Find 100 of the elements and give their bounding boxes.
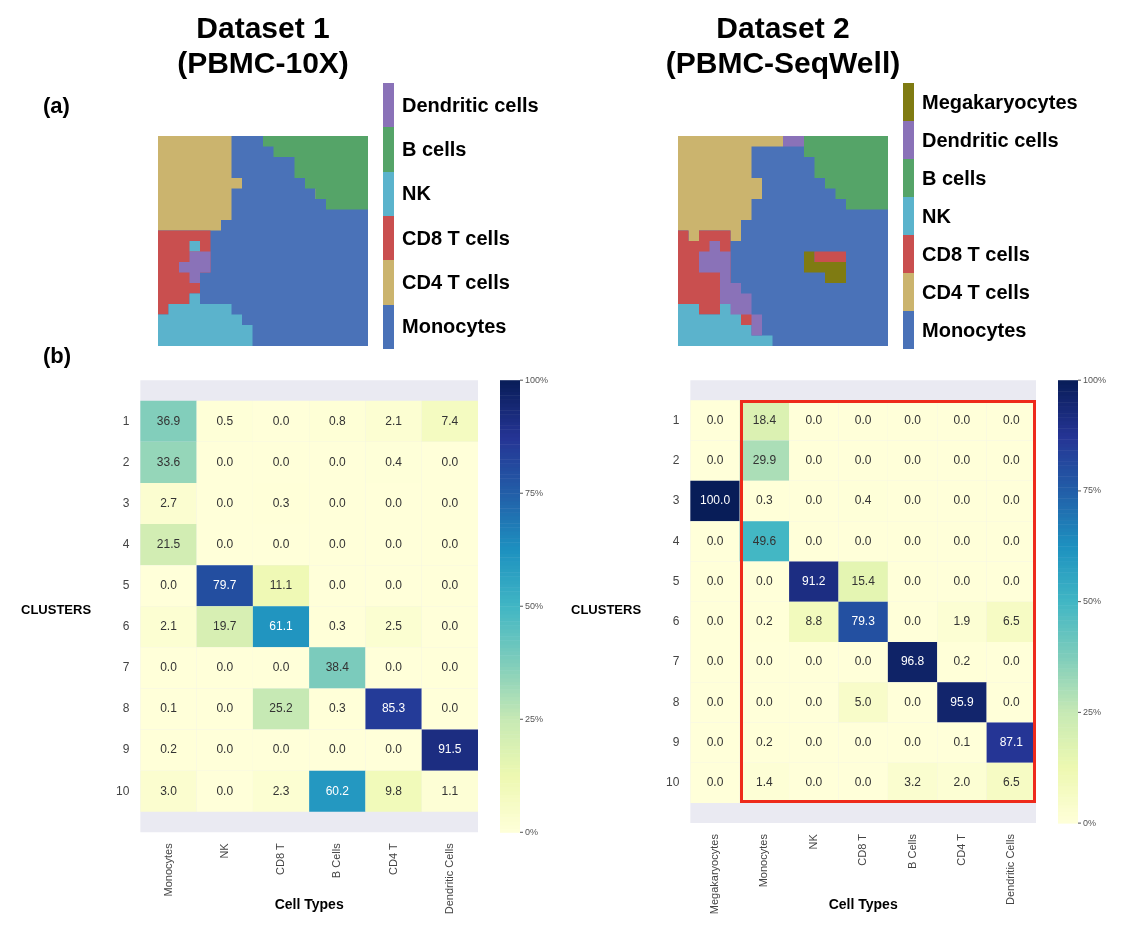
y-tick-label: 6: [122, 619, 130, 634]
data-label: 0.0: [953, 533, 971, 548]
y-tick-label: 1: [672, 412, 680, 427]
data-label: 0.0: [1002, 654, 1020, 669]
data-label: 2.3: [272, 783, 290, 798]
x-tick-label: NK: [217, 842, 230, 859]
data-label: 0.0: [216, 783, 234, 798]
data-label: 25.2: [269, 701, 294, 716]
y-tick-label: 10: [115, 783, 130, 798]
data-label: 0.0: [216, 660, 234, 675]
category-label: B cells: [922, 166, 987, 190]
data-label: 0.0: [854, 453, 872, 468]
data-label: 79.7: [213, 578, 237, 593]
y-tick-label: 4: [672, 533, 680, 548]
data-label: 0.0: [328, 454, 346, 469]
category-label: Dendritic cells: [922, 128, 1059, 152]
data-label: 0.0: [953, 493, 971, 508]
data-label: 2.0: [953, 775, 971, 790]
data-label: 0.0: [441, 578, 459, 593]
x-tick-label: CD4 T: [954, 833, 967, 866]
y-tick-label: 2: [672, 453, 680, 468]
data-label: 1.4: [756, 775, 774, 790]
color-bar-label: 100%: [1083, 374, 1107, 385]
y-tick-label: 8: [122, 701, 130, 716]
data-label: 0.0: [216, 742, 234, 757]
data-label: 1.9: [953, 614, 971, 629]
text: Dataset 2 (PBMC-SeqWell): [664, 10, 902, 80]
x-tick-label: B Cells: [330, 842, 343, 879]
category-label: B cells: [402, 137, 467, 161]
data-label: 0.0: [805, 775, 823, 790]
data-label: 0.0: [854, 654, 872, 669]
data-label: 0.0: [854, 734, 872, 749]
data-label: 0.0: [904, 493, 922, 508]
data-label: 91.5: [438, 742, 462, 757]
data-label: 0.0: [953, 412, 971, 427]
data-label: 0.1: [953, 734, 971, 749]
data-label: 0.0: [854, 775, 872, 790]
data-label: 19.7: [213, 619, 237, 634]
data-label: 0.4: [854, 493, 872, 508]
category-label: Monocytes: [402, 315, 507, 339]
data-label: 0.8: [328, 413, 346, 428]
data-label: 0.0: [216, 454, 234, 469]
color-bar-label: 25%: [1083, 706, 1102, 717]
data-label: 0.0: [385, 660, 403, 675]
data-label: 0.0: [216, 536, 234, 551]
data-label: 100.0: [700, 493, 731, 508]
category-label: CD8 T cells: [922, 242, 1030, 266]
data-label: 0.0: [706, 654, 724, 669]
x-tick-label: B Cells: [905, 833, 918, 869]
data-label: 0.0: [904, 573, 922, 588]
data-label: 0.0: [1002, 694, 1020, 709]
data-label: 60.2: [325, 783, 350, 798]
color-bar-label: 0%: [525, 826, 539, 837]
color-bar-label: 0%: [1083, 817, 1097, 828]
data-label: 0.2: [756, 734, 774, 749]
data-label: 0.0: [385, 578, 403, 593]
data-label: 7.4: [441, 413, 459, 428]
x-axis-title: Cell Types: [828, 896, 898, 913]
data-label: 0.3: [756, 493, 774, 508]
data-label: 0.0: [904, 694, 922, 709]
data-label: 0.0: [805, 493, 823, 508]
data-label: 0.0: [854, 412, 872, 427]
data-label: 2.7: [160, 495, 178, 510]
data-label: 0.3: [328, 701, 346, 716]
data-label: 0.0: [272, 536, 290, 551]
y-tick-label: 5: [122, 578, 130, 593]
data-label: 0.0: [904, 533, 922, 548]
data-label: 0.0: [953, 573, 971, 588]
category-label: NK: [922, 204, 951, 228]
x-tick-label: Monocytes: [757, 833, 770, 888]
data-label: 0.0: [272, 413, 290, 428]
data-label: 0.0: [160, 660, 178, 675]
data-label: 0.0: [441, 701, 459, 716]
data-label: 0.0: [805, 734, 823, 749]
color-bar-label: 100%: [525, 374, 549, 385]
data-label: 49.6: [752, 533, 777, 548]
data-label: 0.0: [328, 742, 346, 757]
data-label: 0.0: [805, 654, 823, 669]
color-bar-label: 50%: [525, 600, 544, 611]
data-label: 3.0: [160, 783, 178, 798]
x-tick-label: Dendritic Cells: [442, 842, 455, 915]
data-label: 0.0: [904, 614, 922, 629]
data-label: 0.0: [854, 533, 872, 548]
y-tick-label: 7: [122, 660, 130, 675]
data-label: 0.0: [441, 619, 459, 634]
data-label: 0.0: [706, 614, 724, 629]
data-label: 0.0: [706, 412, 724, 427]
data-label: 0.0: [272, 660, 290, 675]
data-label: 0.0: [756, 573, 774, 588]
color-bar-label: 75%: [525, 487, 544, 498]
category-label: Dendritic cells: [402, 93, 539, 117]
text: (b): [43, 343, 72, 369]
x-tick-label: Megakaryocytes: [708, 833, 721, 915]
data-label: 0.0: [706, 734, 724, 749]
data-label: 0.0: [385, 536, 403, 551]
data-label: 0.4: [385, 454, 403, 469]
data-label: 0.0: [328, 536, 346, 551]
category-label: CD8 T cells: [402, 226, 510, 250]
data-label: 0.0: [706, 694, 724, 709]
x-tick-label: CD8 T: [856, 833, 869, 866]
